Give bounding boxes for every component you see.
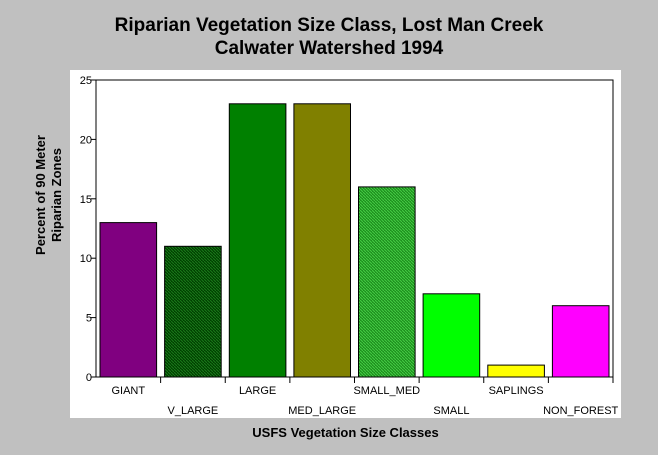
x-tick-label: MED_LARGE xyxy=(288,405,356,417)
bar-med-large xyxy=(293,103,351,378)
bar-non-forest xyxy=(551,305,610,378)
y-tick-label: 5 xyxy=(86,313,92,325)
chart-title: Riparian Vegetation Size Class, Lost Man… xyxy=(0,14,658,60)
x-tick-label: GIANT xyxy=(111,385,145,397)
y-tick-label: 20 xyxy=(80,134,92,146)
bar-v-large xyxy=(164,245,222,378)
y-tick-label: 15 xyxy=(80,194,92,206)
x-tick-label: LARGE xyxy=(239,385,276,397)
chart-title-line2: Calwater Watershed 1994 xyxy=(214,38,444,59)
bar-large xyxy=(228,103,287,378)
x-tick-label: SAPLINGS xyxy=(489,385,544,397)
y-tick-label: 0 xyxy=(86,372,92,384)
bar-saplings xyxy=(487,364,545,378)
x-tick-label: SMALL xyxy=(433,405,469,417)
chart-title-line1: Riparian Vegetation Size Class, Lost Man… xyxy=(114,15,544,36)
bar-small-med xyxy=(358,186,416,378)
x-tick-label: V_LARGE xyxy=(168,405,219,417)
x-tick-label: NON_FOREST xyxy=(543,405,618,417)
y-axis-label-line1: Percent of 90 Meter xyxy=(33,135,48,255)
y-axis-label: Percent of 90 Meter Riparian Zones xyxy=(33,65,65,325)
bars-group xyxy=(99,103,610,378)
y-axis-label-line2: Riparian Zones xyxy=(49,148,64,242)
x-tick-label: SMALL_MED xyxy=(353,385,420,397)
bar-giant xyxy=(99,222,158,378)
x-axis: GIANT V_LARGE LARGE MED_LARGE SMALL_MED SMALL… xyxy=(111,377,619,417)
y-tick-label: 25 xyxy=(80,75,92,87)
x-axis-label: USFS Vegetation Size Classes xyxy=(252,425,439,440)
y-tick-label: 10 xyxy=(80,253,92,265)
bar-small xyxy=(422,293,481,378)
